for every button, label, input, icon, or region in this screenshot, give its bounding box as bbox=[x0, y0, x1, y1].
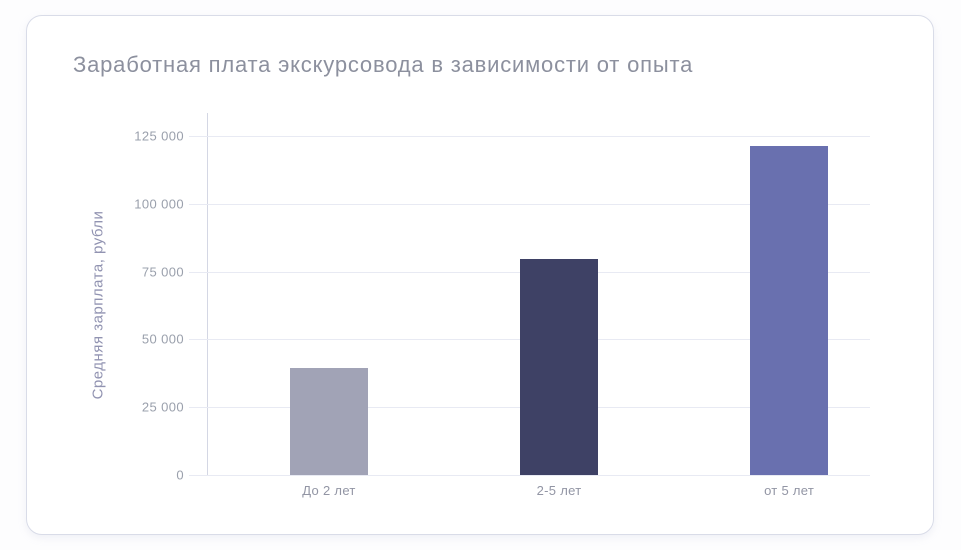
chart-card: Заработная плата экскурсовода в зависимо… bbox=[26, 15, 934, 535]
gridline bbox=[189, 136, 870, 137]
y-tick-label: 50 000 bbox=[141, 331, 184, 347]
y-tick-label: 0 bbox=[176, 467, 184, 483]
chart-title: Заработная плата экскурсовода в зависимо… bbox=[73, 52, 694, 77]
y-tick-label: 125 000 bbox=[134, 128, 184, 144]
gridline bbox=[189, 203, 870, 205]
x-tick-label: от 5 лет bbox=[764, 483, 815, 498]
plot-area: 0 25 000 50 000 75 000 100 000 125 000 До 2 ле… bbox=[134, 113, 870, 498]
y-axis-title: Средняя зарплата, рубли bbox=[89, 210, 107, 400]
y-tick-label: 25 000 bbox=[141, 399, 184, 415]
y-tick-label: 75 000 bbox=[141, 264, 184, 280]
x-tick-label: 2-5 лет bbox=[536, 483, 582, 498]
gridline bbox=[189, 475, 870, 476]
x-tick-label: До 2 лет bbox=[302, 483, 356, 498]
bar bbox=[289, 367, 368, 475]
bar bbox=[750, 145, 829, 475]
y-axis-line bbox=[207, 113, 208, 475]
y-tick-label: 100 000 bbox=[134, 196, 184, 212]
bar bbox=[520, 259, 599, 475]
